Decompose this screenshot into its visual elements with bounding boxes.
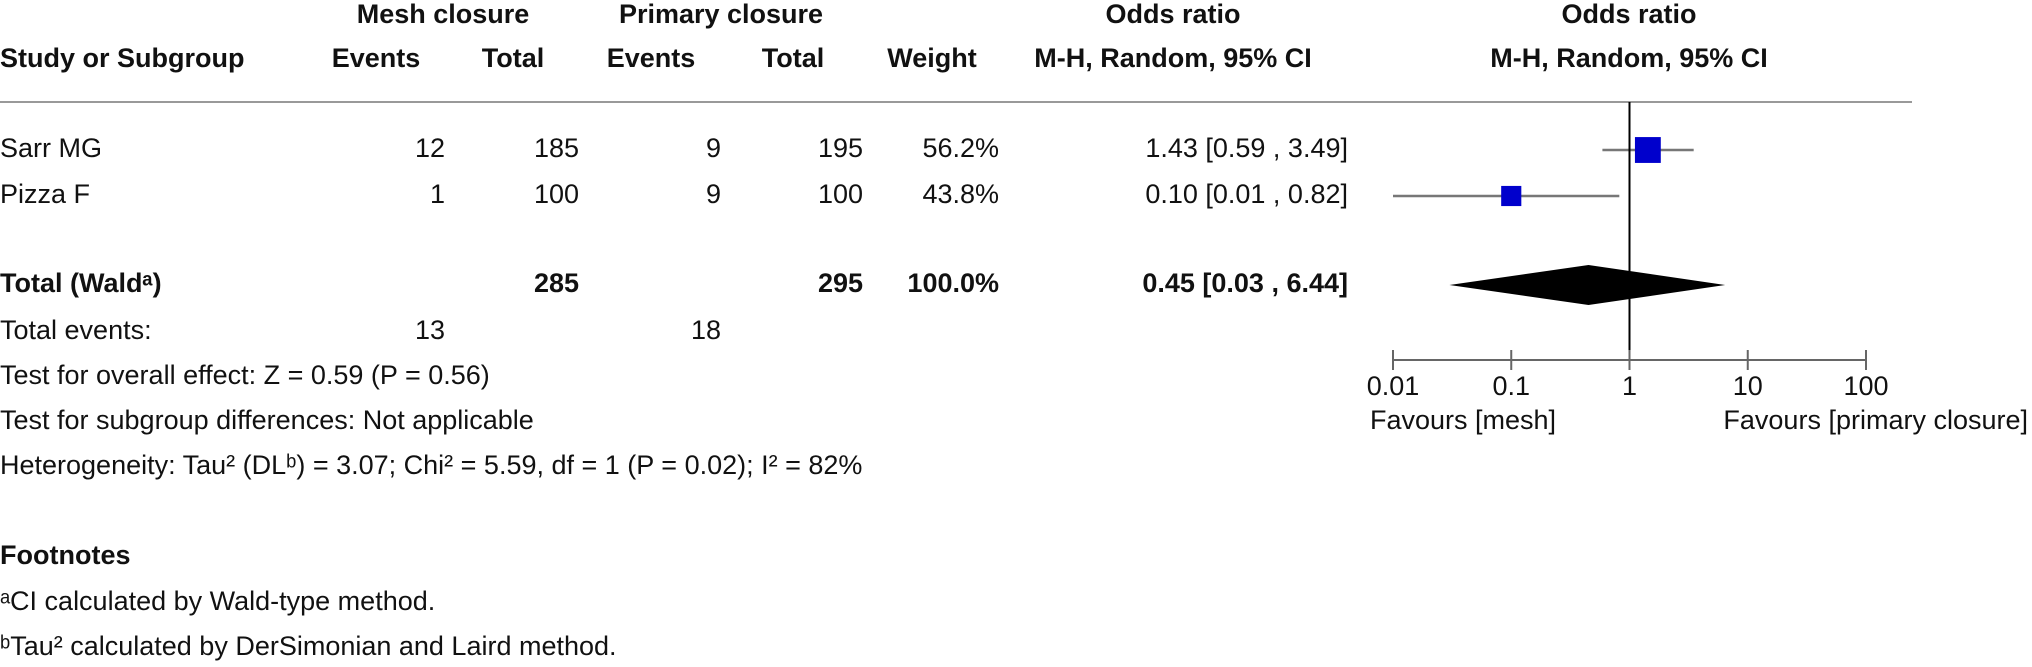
x-tick-label: 100 (1843, 371, 1888, 401)
effect-square (1501, 185, 1522, 207)
study-name: Sarr MG (0, 133, 102, 163)
cell: 285 (534, 268, 579, 298)
column-header: M-H, Random, 95% CI (1034, 43, 1312, 73)
column-header: Study or Subgroup (0, 43, 244, 73)
ci-text: 0.45 [0.03 , 6.44] (1142, 268, 1348, 298)
ci-text: 1.43 [0.59 , 3.49] (1145, 133, 1348, 163)
ci-text: 0.10 [0.01 , 0.82] (1145, 179, 1348, 209)
x-tick-label: 1 (1622, 371, 1637, 401)
cell: 9 (706, 133, 721, 163)
total-events-label: Total events: (0, 315, 152, 345)
column-header: Total (762, 43, 825, 73)
cell: 195 (818, 133, 863, 163)
header-group: Mesh closure (357, 0, 530, 29)
header-group: Primary closure (619, 0, 823, 29)
weight: 43.8% (922, 179, 999, 209)
favours-left: Favours [mesh] (1370, 405, 1556, 435)
note: Test for subgroup differences: Not appli… (0, 405, 534, 435)
column-header: Total (482, 43, 545, 73)
column-header: Weight (887, 43, 977, 73)
note: Test for overall effect: Z = 0.59 (P = 0… (0, 360, 490, 390)
header-group: Odds ratio (1105, 0, 1240, 29)
cell: 295 (818, 268, 863, 298)
study-name: Pizza F (0, 179, 90, 209)
total-name: Total (Waldᵃ) (0, 268, 162, 298)
cell: 1 (430, 179, 445, 209)
footnote: ᵇTau² calculated by DerSimonian and Lair… (0, 631, 617, 661)
cell: 100 (818, 179, 863, 209)
x-tick-label: 0.1 (1492, 371, 1530, 401)
x-tick-label: 0.01 (1367, 371, 1420, 401)
column-header: Events (332, 43, 421, 73)
column-header: Events (607, 43, 696, 73)
footnotes-title: Footnotes (0, 540, 130, 570)
note: Heterogeneity: Tau² (DLᵇ) = 3.07; Chi² =… (0, 450, 862, 480)
cell: 100 (534, 179, 579, 209)
cell: 12 (415, 133, 445, 163)
weight: 100.0% (907, 268, 999, 298)
summary-diamond (1449, 265, 1726, 305)
weight: 56.2% (922, 133, 999, 163)
cell: 9 (706, 179, 721, 209)
x-tick-label: 10 (1733, 371, 1763, 401)
footnote: ᵃCI calculated by Wald-type method. (0, 586, 435, 616)
cell: 13 (415, 315, 445, 345)
cell: 185 (534, 133, 579, 163)
favours-right: Favours [primary closure] (1723, 405, 2028, 435)
cell: 18 (691, 315, 721, 345)
header-group: Odds ratio (1561, 0, 1696, 29)
effect-square (1634, 137, 1661, 163)
column-header: M-H, Random, 95% CI (1490, 43, 1768, 73)
